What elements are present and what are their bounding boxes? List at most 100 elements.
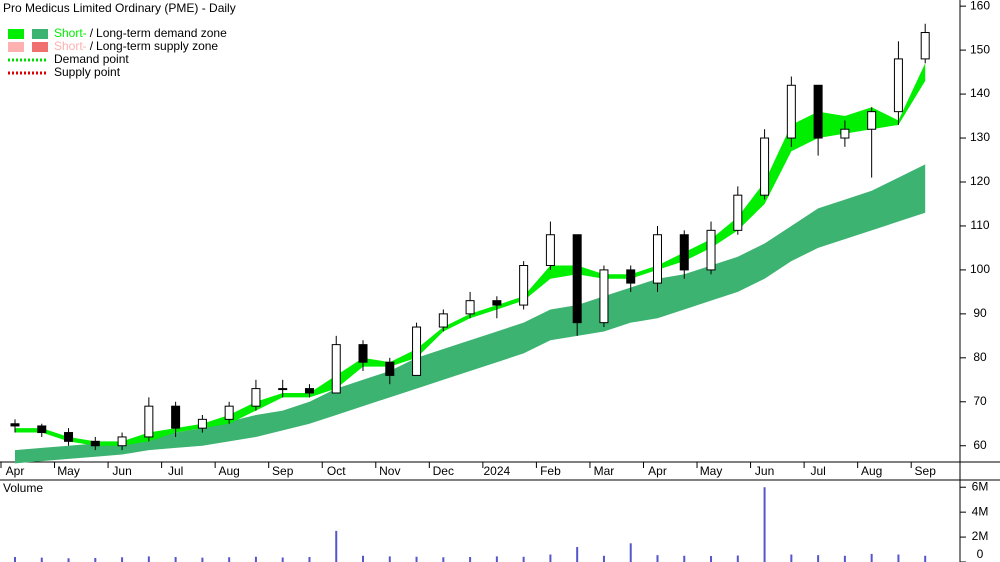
- legend-label: Short- / Long-term supply zone: [54, 39, 218, 53]
- volume-bar: [763, 487, 766, 562]
- candle-body: [144, 405, 154, 438]
- x-tick-label: Apr: [6, 464, 25, 478]
- volume-bar: [522, 556, 525, 562]
- x-tick-label: Aug: [218, 464, 239, 478]
- volume-bar: [308, 557, 311, 562]
- candle-body: [10, 423, 20, 427]
- volume-bar: [228, 557, 231, 562]
- volume-bar: [281, 557, 284, 562]
- x-tick-label: Jul: [168, 464, 183, 478]
- candle-body: [304, 388, 314, 394]
- candle-body: [626, 269, 636, 284]
- legend-long: Long-term supply zone: [96, 39, 218, 53]
- volume-bar: [817, 555, 820, 562]
- candle-body: [64, 432, 74, 442]
- candle-body: [760, 137, 770, 196]
- y-tick-label: 110: [970, 218, 989, 232]
- x-tick-label: Sep: [915, 464, 937, 478]
- candle-body: [652, 234, 662, 284]
- volume-bar: [897, 554, 900, 562]
- legend-swatch: [8, 42, 24, 52]
- candle-body: [679, 234, 689, 271]
- x-tick-label: Oct: [327, 464, 346, 478]
- volume-bar: [40, 557, 43, 562]
- candle-body: [412, 326, 422, 376]
- x-tick-label: Mar: [594, 464, 615, 478]
- y-tick-label: 6M: [972, 479, 989, 493]
- y-tick-label: 70: [973, 394, 987, 408]
- legend-short: Short-: [54, 26, 87, 40]
- volume-bar: [121, 557, 124, 562]
- volume-bar: [924, 555, 927, 562]
- candle-body: [251, 388, 261, 407]
- volume-bar: [147, 556, 150, 562]
- volume-bar: [335, 530, 338, 562]
- volume-bar: [683, 555, 686, 562]
- candle-body: [385, 361, 395, 376]
- volume-bar: [388, 556, 391, 562]
- volume-bar: [843, 555, 846, 562]
- legend-sep: /: [90, 26, 94, 40]
- x-tick-label: Apr: [648, 464, 667, 478]
- volume-bar: [362, 555, 365, 562]
- x-tick-label: Jul: [810, 464, 825, 478]
- x-tick-label: May: [700, 464, 723, 478]
- y-tick-label: 130: [970, 130, 990, 144]
- volume-bar: [602, 555, 605, 562]
- volume-bar: [870, 553, 873, 562]
- volume-bar: [656, 555, 659, 562]
- legend-short: Short-: [54, 39, 87, 53]
- x-tick-label: Dec: [433, 464, 454, 478]
- candle-body: [840, 128, 850, 139]
- chart-title: Pro Medicus Limited Ordinary (PME) - Dai…: [3, 1, 236, 15]
- volume-bar: [469, 557, 472, 562]
- volume-title: Volume: [3, 481, 43, 495]
- candle-body: [867, 111, 877, 130]
- candle-body: [545, 234, 555, 267]
- candle-body: [37, 425, 47, 434]
- candle-body: [171, 405, 181, 429]
- volume-bar: [790, 554, 793, 562]
- volume-bar: [94, 558, 97, 562]
- legend-sep: /: [90, 39, 94, 53]
- candle-body: [813, 84, 823, 139]
- candle-body: [893, 58, 903, 113]
- candle-body: [224, 405, 234, 420]
- x-tick-label: Nov: [379, 464, 400, 478]
- volume-bar: [174, 557, 177, 562]
- volume-bar: [736, 555, 739, 562]
- candle-body: [90, 440, 100, 447]
- y-tick-label: 120: [970, 174, 990, 188]
- y-tick-label: 140: [970, 86, 990, 100]
- legend-label: Short- / Long-term demand zone: [54, 26, 227, 40]
- volume-bar: [13, 557, 16, 562]
- candle-body: [733, 194, 743, 231]
- candle-body: [358, 344, 368, 363]
- y-tick-label: 80: [973, 350, 987, 364]
- y-tick-label: 60: [973, 438, 987, 452]
- candle-body: [599, 269, 609, 324]
- candle-body: [438, 313, 448, 328]
- candle-body: [786, 84, 796, 139]
- y-tick-label: 4M: [972, 504, 989, 518]
- volume-bar: [549, 554, 552, 562]
- y-tick-label: 0: [977, 547, 984, 561]
- legend-swatch: [32, 29, 48, 39]
- candle-body: [197, 418, 207, 429]
- candle-body: [278, 388, 288, 391]
- volume-bar: [201, 557, 204, 562]
- volume-bar: [629, 543, 632, 562]
- legend-swatch: [32, 42, 48, 52]
- y-tick-label: 90: [973, 306, 987, 320]
- x-tick-label: Feb: [540, 464, 561, 478]
- candle-body: [331, 344, 341, 394]
- legend-label: Supply point: [54, 65, 121, 79]
- legend-swatch: [8, 29, 24, 39]
- x-tick-label: May: [57, 464, 80, 478]
- x-tick-label: Jun: [112, 464, 131, 478]
- candle-body: [920, 32, 930, 60]
- y-tick-label: 160: [970, 0, 990, 12]
- x-tick-label: Aug: [861, 464, 882, 478]
- y-tick-label: 2M: [972, 529, 989, 543]
